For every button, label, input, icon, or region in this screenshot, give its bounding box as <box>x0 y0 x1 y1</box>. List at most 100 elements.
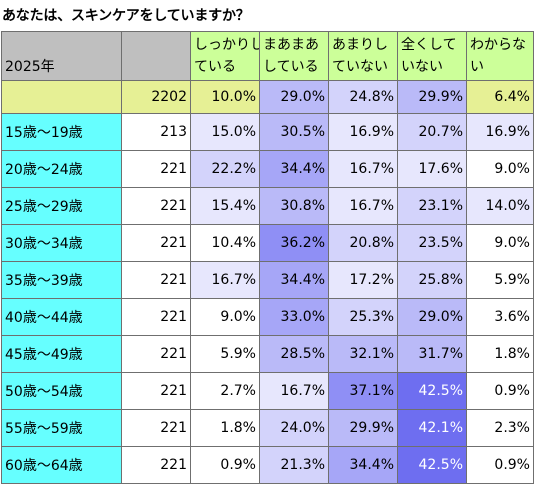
age-group-label: 25歳～29歳 <box>1 187 122 225</box>
value-cell: 0.9% <box>466 372 534 410</box>
total-value: 29.9% <box>397 80 467 114</box>
value-cell: 34.4% <box>259 261 329 299</box>
value-cell: 16.7% <box>328 150 398 188</box>
sample-size: 221 <box>121 261 191 299</box>
value-cell: 16.9% <box>466 113 534 151</box>
value-cell: 23.5% <box>397 224 467 262</box>
column-header: わからない <box>466 31 534 81</box>
age-group-label: 35歳～39歳 <box>1 261 122 299</box>
value-cell: 34.4% <box>259 150 329 188</box>
value-cell: 29.9% <box>328 409 398 447</box>
total-value: 10.0% <box>190 80 260 114</box>
column-header-line: まあまあ <box>263 37 319 53</box>
column-header-line: ていない <box>332 59 388 75</box>
column-header-line: いない <box>401 59 443 75</box>
value-cell: 31.7% <box>397 335 467 373</box>
total-label <box>1 80 122 114</box>
sample-size: 221 <box>121 446 191 484</box>
age-group-label: 55歳～59歳 <box>1 409 122 447</box>
value-cell: 16.7% <box>190 261 260 299</box>
value-cell: 2.3% <box>466 409 534 447</box>
value-cell: 1.8% <box>190 409 260 447</box>
value-cell: 9.0% <box>466 150 534 188</box>
value-cell: 16.7% <box>328 187 398 225</box>
value-cell: 32.1% <box>328 335 398 373</box>
data-table: 2025年 しっかりしている まあまあしている あまりし ていない 全くしていない わからな… <box>1 31 534 484</box>
sample-size: 221 <box>121 372 191 410</box>
age-group-label: 30歳～34歳 <box>1 224 122 262</box>
value-cell: 24.0% <box>259 409 329 447</box>
value-cell: 30.5% <box>259 113 329 151</box>
sample-size: 221 <box>121 224 191 262</box>
table-row: 35歳～39歳 221 16.7% 34.4% 17.2% 25.8% 5.9% <box>1 261 534 299</box>
sample-size: 221 <box>121 150 191 188</box>
value-cell: 14.0% <box>466 187 534 225</box>
sample-size: 213 <box>121 113 191 151</box>
value-cell: 9.0% <box>466 224 534 262</box>
total-row: 2202 10.0% 29.0% 24.8% 29.9% 6.4% <box>1 80 534 114</box>
column-header-line: い <box>470 59 484 75</box>
column-header-line: している <box>263 59 319 75</box>
value-cell: 1.8% <box>466 335 534 373</box>
table-row: 55歳～59歳 221 1.8% 24.0% 29.9% 42.1% 2.3% <box>1 409 534 447</box>
sample-size: 221 <box>121 335 191 373</box>
value-cell: 42.5% <box>397 446 467 484</box>
age-group-label: 50歳～54歳 <box>1 372 122 410</box>
year-label: 2025年 <box>1 31 122 81</box>
value-cell: 29.0% <box>397 298 467 336</box>
value-cell: 0.9% <box>466 446 534 484</box>
value-cell: 16.7% <box>259 372 329 410</box>
value-cell: 3.6% <box>466 298 534 336</box>
header-row: 2025年 しっかりしている まあまあしている あまりし ていない 全くしていない わからな… <box>1 31 534 81</box>
table-row: 45歳～49歳 221 5.9% 28.5% 32.1% 31.7% 1.8% <box>1 335 534 373</box>
value-cell: 15.0% <box>190 113 260 151</box>
age-group-label: 15歳～19歳 <box>1 113 122 151</box>
age-group-label: 60歳～64歳 <box>1 446 122 484</box>
sample-size: 221 <box>121 187 191 225</box>
table-row: 25歳～29歳 221 15.4% 30.8% 16.7% 23.1% 14.0% <box>1 187 534 225</box>
page-title: あなたは、スキンケアをしていますか？ <box>2 8 250 24</box>
value-cell: 30.8% <box>259 187 329 225</box>
column-header: あまりし ていない <box>328 31 398 81</box>
value-cell: 21.3% <box>259 446 329 484</box>
column-header-line: しっかりし <box>194 37 260 53</box>
column-header-line: ている <box>194 59 236 75</box>
value-cell: 20.8% <box>328 224 398 262</box>
age-group-label: 20歳～24歳 <box>1 150 122 188</box>
table-row: 60歳～64歳 221 0.9% 21.3% 34.4% 42.5% 0.9% <box>1 446 534 484</box>
table-row: 20歳～24歳 221 22.2% 34.4% 16.7% 17.6% 9.0% <box>1 150 534 188</box>
value-cell: 15.4% <box>190 187 260 225</box>
value-cell: 2.7% <box>190 372 260 410</box>
total-value: 6.4% <box>466 80 534 114</box>
value-cell: 25.3% <box>328 298 398 336</box>
sample-size: 221 <box>121 409 191 447</box>
value-cell: 9.0% <box>190 298 260 336</box>
total-n: 2202 <box>121 80 191 114</box>
sample-size: 221 <box>121 298 191 336</box>
total-value: 29.0% <box>259 80 329 114</box>
table-row: 30歳～34歳 221 10.4% 36.2% 20.8% 23.5% 9.0% <box>1 224 534 262</box>
table-row: 40歳～44歳 221 9.0% 33.0% 25.3% 29.0% 3.6% <box>1 298 534 336</box>
age-group-label: 45歳～49歳 <box>1 335 122 373</box>
value-cell: 25.8% <box>397 261 467 299</box>
value-cell: 36.2% <box>259 224 329 262</box>
value-cell: 17.2% <box>328 261 398 299</box>
column-header: まあまあ している <box>259 31 329 81</box>
value-cell: 23.1% <box>397 187 467 225</box>
value-cell: 17.6% <box>397 150 467 188</box>
value-cell: 37.1% <box>328 372 398 410</box>
value-cell: 5.9% <box>190 335 260 373</box>
value-cell: 10.4% <box>190 224 260 262</box>
value-cell: 33.0% <box>259 298 329 336</box>
value-cell: 42.1% <box>397 409 467 447</box>
total-value: 24.8% <box>328 80 398 114</box>
table-row: 15歳～19歳 213 15.0% 30.5% 16.9% 20.7% 16.9% <box>1 113 534 151</box>
column-header-line: わからな <box>470 37 526 53</box>
value-cell: 5.9% <box>466 261 534 299</box>
value-cell: 20.7% <box>397 113 467 151</box>
value-cell: 42.5% <box>397 372 467 410</box>
n-header-cell <box>121 31 191 81</box>
value-cell: 28.5% <box>259 335 329 373</box>
column-header-line: 全くして <box>401 37 457 53</box>
value-cell: 22.2% <box>190 150 260 188</box>
